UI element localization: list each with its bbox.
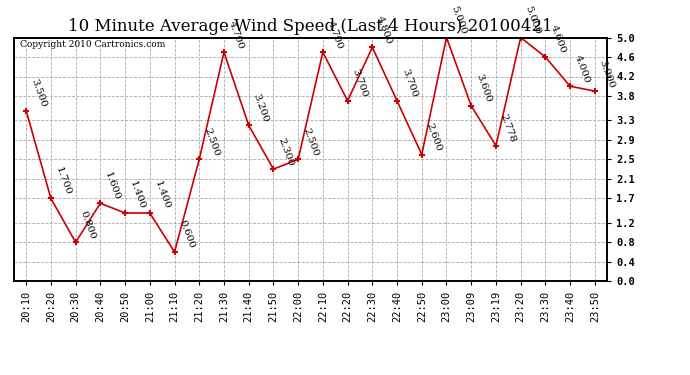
Text: 4.700: 4.700 xyxy=(227,19,246,50)
Text: 2.778: 2.778 xyxy=(499,113,518,144)
Text: 0.600: 0.600 xyxy=(177,219,196,250)
Text: Copyright 2010 Cartronics.com: Copyright 2010 Cartronics.com xyxy=(20,40,165,49)
Text: 4.700: 4.700 xyxy=(326,19,344,50)
Text: 3.700: 3.700 xyxy=(400,68,419,99)
Text: 1.400: 1.400 xyxy=(128,180,147,211)
Text: 2.300: 2.300 xyxy=(277,136,295,167)
Text: 2.500: 2.500 xyxy=(301,126,319,158)
Text: 3.200: 3.200 xyxy=(252,92,270,123)
Text: 1.400: 1.400 xyxy=(152,180,171,211)
Text: 2.600: 2.600 xyxy=(425,122,444,153)
Title: 10 Minute Average Wind Speed (Last 4 Hours) 20100421: 10 Minute Average Wind Speed (Last 4 Hou… xyxy=(68,18,553,34)
Text: 4.800: 4.800 xyxy=(375,14,394,45)
Text: 1.600: 1.600 xyxy=(104,170,122,201)
Text: 5.000: 5.000 xyxy=(524,4,542,36)
Text: 3.700: 3.700 xyxy=(351,68,369,99)
Text: 3.600: 3.600 xyxy=(474,73,493,104)
Text: 1.700: 1.700 xyxy=(54,165,72,196)
Text: 4.600: 4.600 xyxy=(549,24,567,55)
Text: 3.500: 3.500 xyxy=(29,78,48,109)
Text: 0.800: 0.800 xyxy=(79,209,97,240)
Text: 5.000: 5.000 xyxy=(449,4,468,36)
Text: 4.000: 4.000 xyxy=(573,53,592,84)
Text: 3.900: 3.900 xyxy=(598,58,616,89)
Text: 2.500: 2.500 xyxy=(202,126,221,158)
